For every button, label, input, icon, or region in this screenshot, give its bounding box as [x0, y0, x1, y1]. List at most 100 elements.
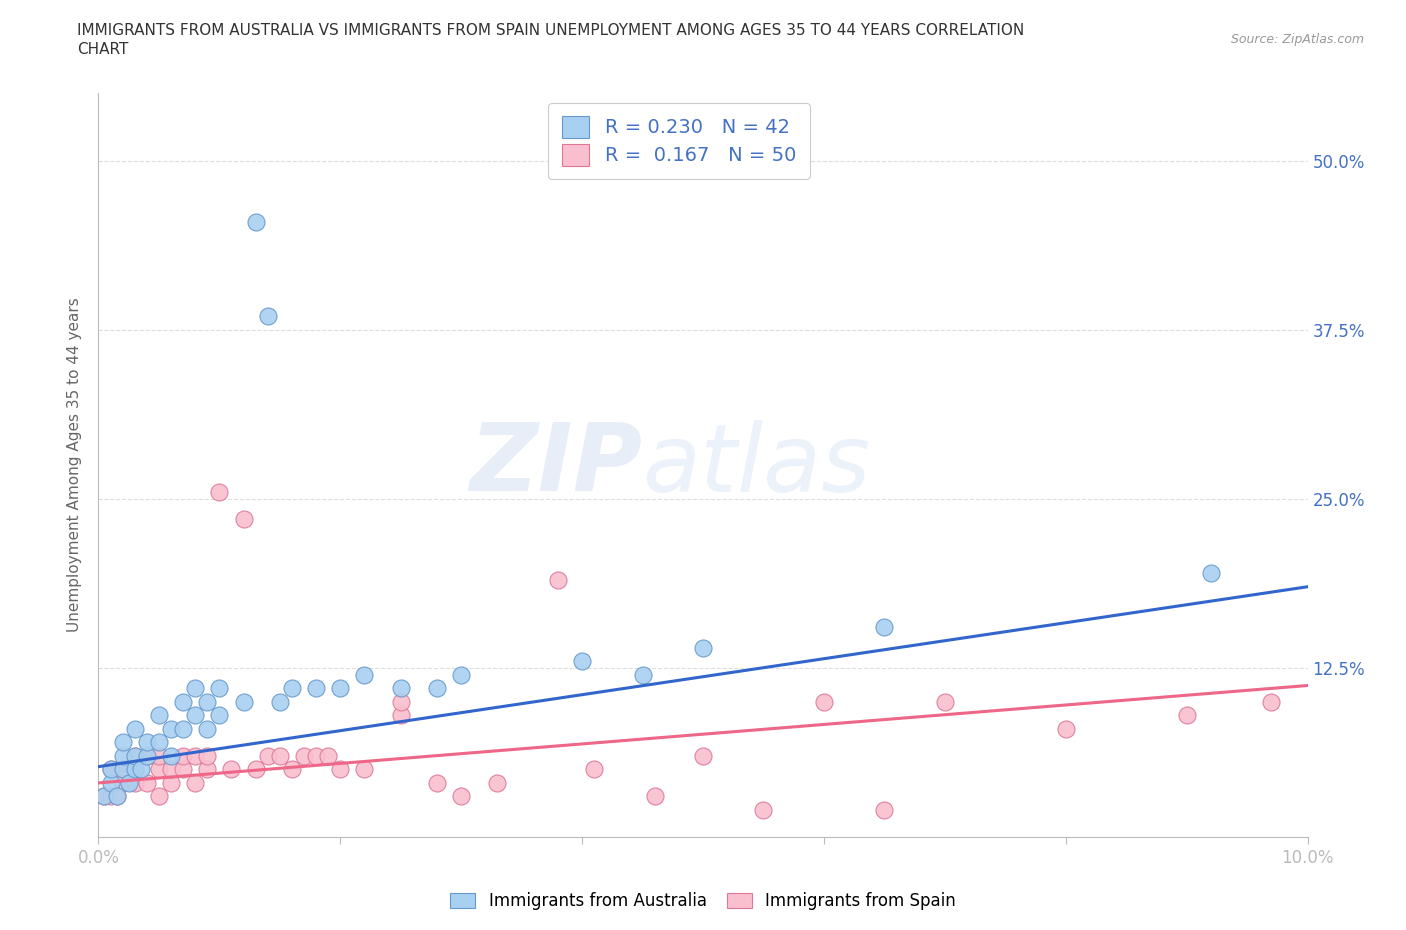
- Point: [184, 749, 207, 764]
- Point: [184, 681, 207, 696]
- Point: [124, 762, 146, 777]
- Point: [195, 749, 218, 764]
- Point: [160, 762, 183, 777]
- Point: [245, 214, 267, 229]
- Point: [160, 722, 183, 737]
- Point: [1175, 708, 1198, 723]
- Point: [129, 762, 152, 777]
- Point: [232, 512, 254, 526]
- Point: [245, 762, 267, 777]
- Text: IMMIGRANTS FROM AUSTRALIA VS IMMIGRANTS FROM SPAIN UNEMPLOYMENT AMONG AGES 35 TO: IMMIGRANTS FROM AUSTRALIA VS IMMIGRANTS …: [77, 23, 1025, 38]
- Point: [111, 762, 134, 777]
- Point: [93, 789, 115, 804]
- Point: [692, 749, 714, 764]
- Legend: Immigrants from Australia, Immigrants from Spain: Immigrants from Australia, Immigrants fr…: [444, 885, 962, 917]
- Point: [389, 708, 412, 723]
- Point: [105, 789, 128, 804]
- Point: [124, 776, 146, 790]
- Point: [208, 708, 231, 723]
- Point: [148, 762, 170, 777]
- Point: [208, 485, 231, 499]
- Point: [934, 695, 956, 710]
- Point: [547, 573, 569, 588]
- Point: [1199, 565, 1222, 580]
- Point: [93, 789, 115, 804]
- Point: [105, 789, 128, 804]
- Point: [269, 749, 291, 764]
- Point: [111, 735, 134, 750]
- Point: [111, 762, 134, 777]
- Point: [389, 695, 412, 710]
- Point: [583, 762, 606, 777]
- Point: [329, 681, 352, 696]
- Point: [160, 749, 183, 764]
- Point: [873, 620, 896, 635]
- Point: [269, 695, 291, 710]
- Point: [184, 776, 207, 790]
- Point: [692, 640, 714, 655]
- Point: [305, 681, 328, 696]
- Point: [172, 722, 194, 737]
- Point: [100, 762, 122, 777]
- Text: CHART: CHART: [77, 42, 129, 57]
- Point: [135, 749, 157, 764]
- Point: [353, 762, 375, 777]
- Point: [256, 749, 278, 764]
- Point: [813, 695, 835, 710]
- Point: [873, 803, 896, 817]
- Point: [172, 695, 194, 710]
- Point: [329, 762, 352, 777]
- Point: [232, 695, 254, 710]
- Point: [160, 776, 183, 790]
- Point: [111, 749, 134, 764]
- Point: [450, 667, 472, 682]
- Point: [195, 695, 218, 710]
- Point: [118, 776, 141, 790]
- Point: [208, 681, 231, 696]
- Point: [100, 776, 122, 790]
- Point: [124, 749, 146, 764]
- Point: [124, 722, 146, 737]
- Point: [305, 749, 328, 764]
- Point: [135, 749, 157, 764]
- Point: [195, 762, 218, 777]
- Point: [292, 749, 315, 764]
- Point: [752, 803, 775, 817]
- Point: [1054, 722, 1077, 737]
- Point: [426, 776, 449, 790]
- Point: [135, 776, 157, 790]
- Point: [172, 749, 194, 764]
- Point: [571, 654, 593, 669]
- Legend: R = 0.230   N = 42, R =  0.167   N = 50: R = 0.230 N = 42, R = 0.167 N = 50: [548, 102, 810, 179]
- Point: [100, 762, 122, 777]
- Point: [148, 789, 170, 804]
- Point: [111, 776, 134, 790]
- Point: [195, 722, 218, 737]
- Point: [450, 789, 472, 804]
- Point: [389, 681, 412, 696]
- Point: [353, 667, 375, 682]
- Point: [316, 749, 339, 764]
- Point: [644, 789, 666, 804]
- Point: [184, 708, 207, 723]
- Point: [486, 776, 509, 790]
- Point: [221, 762, 243, 777]
- Text: ZIP: ZIP: [470, 419, 643, 511]
- Text: atlas: atlas: [643, 419, 870, 511]
- Text: Source: ZipAtlas.com: Source: ZipAtlas.com: [1230, 33, 1364, 46]
- Point: [148, 708, 170, 723]
- Y-axis label: Unemployment Among Ages 35 to 44 years: Unemployment Among Ages 35 to 44 years: [67, 298, 83, 632]
- Point: [631, 667, 654, 682]
- Point: [281, 762, 304, 777]
- Point: [148, 749, 170, 764]
- Point: [281, 681, 304, 696]
- Point: [148, 735, 170, 750]
- Point: [124, 749, 146, 764]
- Point: [256, 309, 278, 324]
- Point: [100, 789, 122, 804]
- Point: [124, 762, 146, 777]
- Point: [135, 735, 157, 750]
- Point: [1260, 695, 1282, 710]
- Point: [426, 681, 449, 696]
- Point: [172, 762, 194, 777]
